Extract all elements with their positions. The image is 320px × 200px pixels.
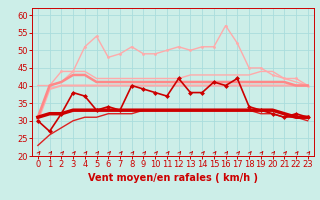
X-axis label: Vent moyen/en rafales ( km/h ): Vent moyen/en rafales ( km/h ) [88, 173, 258, 183]
